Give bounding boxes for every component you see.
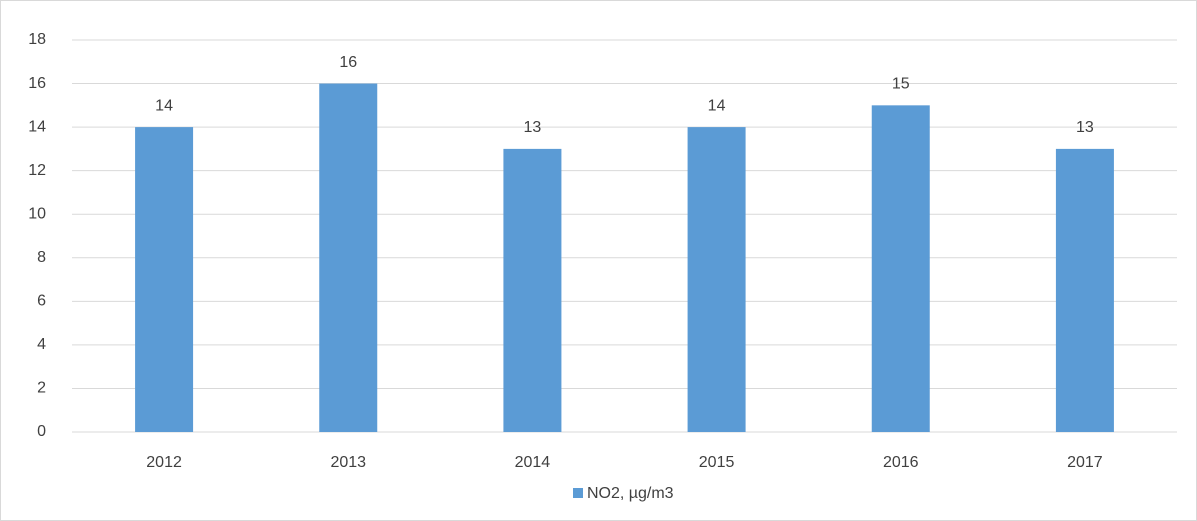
bar (319, 83, 378, 433)
bar (135, 127, 194, 432)
bar (687, 127, 746, 432)
data-label: 14 (708, 97, 726, 114)
x-tick-label: 2015 (699, 454, 735, 471)
y-tick-label: 12 (28, 162, 46, 179)
y-tick-label: 2 (37, 380, 46, 397)
y-tick-label: 0 (37, 423, 46, 440)
x-tick-label: 2012 (146, 454, 182, 471)
data-label: 16 (339, 54, 357, 71)
bar (871, 105, 930, 432)
x-tick-label: 2017 (1067, 454, 1103, 471)
legend-label: NO2, µg/m3 (587, 485, 674, 502)
x-tick-label: 2013 (330, 454, 366, 471)
data-label: 14 (155, 97, 173, 114)
y-tick-label: 14 (28, 118, 46, 135)
y-tick-label: 8 (37, 249, 46, 266)
y-tick-label: 16 (28, 75, 46, 92)
bar (503, 148, 562, 432)
x-tick-label: 2014 (515, 454, 551, 471)
y-tick-label: 4 (37, 336, 46, 353)
x-tick-label: 2016 (883, 454, 919, 471)
y-tick-label: 6 (37, 293, 46, 310)
data-label: 15 (892, 76, 910, 93)
bar (1055, 148, 1114, 432)
legend-swatch (573, 488, 583, 498)
data-label: 13 (524, 119, 542, 136)
y-tick-label: 10 (28, 205, 46, 222)
y-tick-label: 18 (28, 31, 46, 48)
data-label: 13 (1076, 119, 1094, 136)
